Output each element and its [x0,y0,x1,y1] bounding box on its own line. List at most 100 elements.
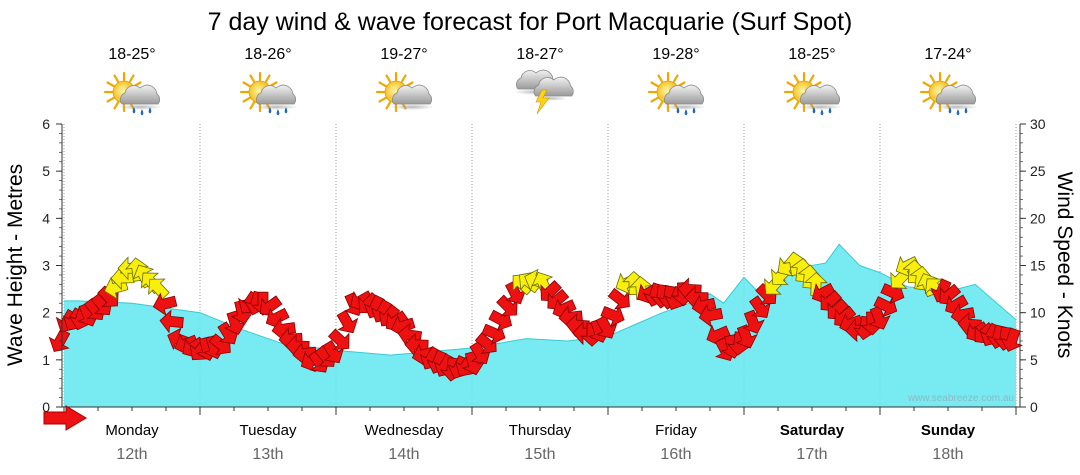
sun-ray [242,81,251,88]
sun-ray [113,101,120,110]
day-date-label: 18th [932,446,963,463]
right-tick-label: 20 [1030,210,1046,226]
rain-drop [132,107,136,114]
sun-cloud-rain-icon [103,71,162,116]
wind-arrow [48,328,71,352]
wave-height-line [64,243,1017,356]
rain-drop [276,109,280,116]
cloud-shape [664,84,705,105]
rain-drop [692,107,696,114]
right-tick-label: 10 [1030,305,1046,321]
sun-ray [657,74,664,83]
wind-arrow [496,294,518,317]
right-tick-label: 25 [1030,163,1046,179]
left-tick-label: 4 [42,210,50,226]
cloud-shadow [934,104,978,110]
sun-cloud-icon [375,71,434,113]
cloud-shape [120,84,161,105]
sun-ray [793,74,800,83]
temperature-range-label: 18-25° [788,46,835,63]
left-tick-label: 5 [42,163,50,179]
wind-arrow [698,303,724,328]
sun-ray [793,101,800,110]
lightning-bolt [535,89,550,115]
cloud-shape [800,84,841,105]
right-axis-title: Wind Speed - Knots [1053,172,1076,359]
sun-ray [786,96,795,103]
day-date-label: 16th [660,446,691,463]
sun-ray [929,74,936,83]
sun-ray [264,74,271,83]
day-labels: Monday 12th Tuesday 13th Wednesday 14th Thursd… [105,422,975,463]
rain-drop [828,107,832,114]
wind-arrow [461,350,486,376]
left-tick-label: 0 [42,399,50,415]
sun-ray [672,74,679,83]
wind-arrow [148,278,170,301]
rain-drop [268,107,272,114]
day-date-label: 12th [116,446,147,463]
day-gridlines [63,124,1017,407]
wind-arrow [607,287,630,310]
sun-ray [385,74,392,83]
sun-ray [106,96,115,103]
sun-cloud-rain-icon [647,71,706,116]
temperature-range-label: 18-26° [244,46,291,63]
cloud-shadow [798,104,842,110]
weather-icons: 18-25° 18-26° 19-27° 18-27° 19-28° 18-25° 17-2… [103,46,978,116]
rain-drop [676,107,680,114]
temperature-range-label: 17-24° [924,46,971,63]
wind-arrow [404,332,429,357]
temperature-range-label: 19-28° [652,46,699,63]
cloud-shape [256,84,297,105]
sun-ray [944,74,951,83]
sun-ray [378,96,387,103]
wind-arrow [336,309,359,334]
sun-ray [106,81,115,88]
rain-drop [684,109,688,116]
left-tick-label: 1 [42,352,50,368]
sun-cloud-rain-icon [783,71,842,116]
sun-ray [929,101,936,110]
wind-arrow [735,324,758,349]
wind-arrow [595,315,618,339]
right-tick-label: 5 [1030,352,1038,368]
right-axis-ticks: 0 5 10 15 20 25 30 [1020,116,1046,415]
left-axis-ticks: 0 1 2 3 4 5 6 [42,116,62,415]
sun-cloud-rain-icon [239,71,298,116]
wind-arrow [505,280,527,305]
left-tick-label: 2 [42,305,50,321]
sun-ray [922,96,931,103]
sun-ray [657,101,664,110]
day-name-label: Tuesday [240,422,297,439]
wind-arrows [48,251,1023,382]
sun-cloud-rain-icon [919,71,978,116]
temperature-range-label: 18-25° [108,46,155,63]
wind-arrow [600,304,625,328]
day-name-label: Friday [655,422,697,439]
sun-ray [786,81,795,88]
sun-ray [113,74,120,83]
wind-arrow [152,292,178,316]
day-name-label: Thursday [509,422,572,439]
wind-arrow [749,295,771,318]
wind-arrow [159,309,184,334]
wind-arrow [322,339,345,364]
wind-direction-arrow-icon [43,405,87,431]
cloud-shape [936,84,977,105]
wind-arrow [1000,327,1023,352]
right-tick-label: 15 [1030,258,1046,274]
sun-ray [808,74,815,83]
right-tick-label: 30 [1030,116,1046,132]
sun-ray [400,74,407,83]
rain-drop [820,109,824,116]
rain-drop [964,107,968,114]
temperature-range-label: 19-27° [380,46,427,63]
day-name-label: Saturday [780,422,845,439]
storm-cloud-lightning-icon [514,69,574,115]
cloud-shadow [254,104,298,110]
rain-drop [956,109,960,116]
rain-drop [948,107,952,114]
sun-ray [128,74,135,83]
